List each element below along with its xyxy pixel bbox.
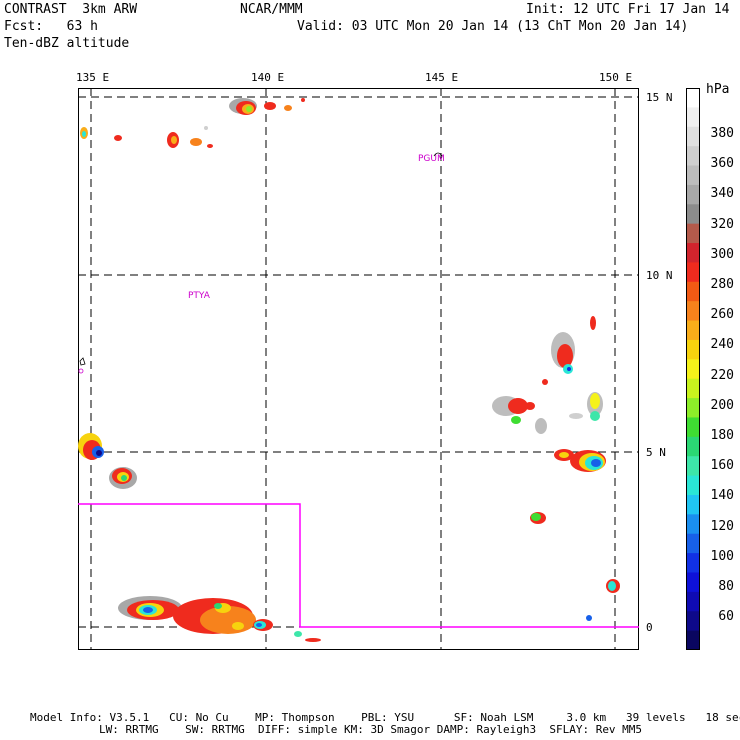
colorbar-tick-label: 140	[710, 488, 734, 504]
colorbar-swatch	[686, 417, 700, 438]
colorbar-frame	[686, 88, 700, 650]
colorbar-swatch	[686, 475, 700, 496]
radar-map: PGUM PTYA	[78, 88, 639, 650]
colorbar-tick-label: 100	[710, 548, 734, 564]
station-pgum: PGUM	[418, 154, 445, 164]
colorbar-swatch	[686, 339, 700, 360]
colorbar-swatch	[686, 88, 700, 108]
colorbar-swatch	[686, 398, 700, 418]
colorbar-swatch	[686, 165, 700, 186]
colorbar-tick-label: 180	[710, 428, 734, 443]
header-valid-time: Valid: 03 UTC Mon 20 Jan 14 (13 ChT Mon …	[297, 19, 689, 34]
colorbar-swatch	[686, 611, 700, 632]
island-marker-west	[78, 368, 84, 374]
lat-label-15n: 15 N	[646, 91, 673, 104]
colorbar-swatch	[686, 456, 700, 477]
footer-physics-info: LW: RRTMG SW: RRTMG DIFF: simple KM: 3D …	[99, 723, 643, 736]
colorbar-tick-label: 80	[718, 579, 734, 594]
header-field-name: Ten-dBZ altitude	[4, 36, 130, 51]
colorbar-tick-label: 280	[710, 277, 734, 292]
header-init-time: Init: 12 UTC Fri 17 Jan 14	[526, 2, 730, 17]
colorbar-swatch	[686, 146, 700, 167]
guam-coastline	[433, 152, 443, 157]
map-frame	[78, 88, 639, 650]
colorbar-swatch	[686, 436, 700, 457]
colorbar-swatch	[686, 126, 700, 147]
colorbar-swatch	[686, 591, 700, 612]
colorbar-tick-label: 200	[710, 397, 734, 413]
colorbar-swatch	[686, 107, 700, 128]
colorbar-swatch	[686, 514, 700, 535]
header-forecast-hour: Fcst: 63 h	[4, 19, 98, 34]
colorbar-swatch	[686, 359, 700, 380]
colorbar-unit: hPa	[706, 82, 730, 97]
island-coastline-west	[79, 357, 86, 366]
colorbar-swatch	[686, 204, 700, 225]
colorbar-swatch	[686, 320, 700, 341]
colorbar	[686, 88, 700, 650]
colorbar-tick-label: 380	[710, 126, 734, 141]
lat-label-5n: 5 N	[646, 446, 666, 459]
lon-label-140: 140 E	[251, 71, 285, 84]
lon-label-135: 135 E	[76, 71, 110, 84]
colorbar-swatch	[686, 494, 700, 515]
colorbar-tick-label: 320	[710, 216, 734, 232]
nested-domain-boundary	[78, 503, 639, 628]
header-model-title: CONTRAST 3km ARW	[4, 2, 138, 17]
colorbar-tick-label: 300	[710, 246, 734, 262]
colorbar-tick-label: 240	[710, 337, 734, 353]
colorbar-swatch	[686, 281, 700, 302]
station-ptya: PTYA	[188, 291, 211, 301]
colorbar-tick-label: 160	[710, 458, 734, 474]
lon-label-145: 145 E	[425, 71, 459, 84]
colorbar-swatch	[686, 630, 700, 650]
colorbar-swatch	[686, 243, 700, 263]
colorbar-swatch	[686, 184, 700, 205]
colorbar-tick-label: 360	[710, 156, 734, 172]
colorbar-swatch	[686, 572, 700, 593]
colorbar-swatch	[686, 533, 700, 554]
colorbar-swatch	[686, 262, 700, 283]
lat-label-0: 0	[646, 621, 653, 634]
colorbar-tick-label: 120	[710, 518, 734, 534]
colorbar-swatch	[686, 553, 700, 573]
colorbar-tick-label: 260	[710, 307, 734, 323]
colorbar-tick-label: 340	[710, 186, 734, 202]
echo-cells	[78, 98, 620, 642]
colorbar-tick-label: 220	[710, 367, 734, 383]
colorbar-swatch	[686, 223, 700, 244]
header-institution: NCAR/MMM	[240, 2, 303, 17]
footer-model-info: Model Info: V3.5.1 CU: No Cu MP: Thompso…	[30, 711, 740, 724]
colorbar-tick-label: 60	[718, 609, 734, 625]
lat-label-10n: 10 N	[646, 269, 673, 282]
colorbar-swatch	[686, 378, 700, 399]
lon-label-150: 150 E	[599, 71, 633, 84]
colorbar-swatch	[686, 301, 700, 322]
